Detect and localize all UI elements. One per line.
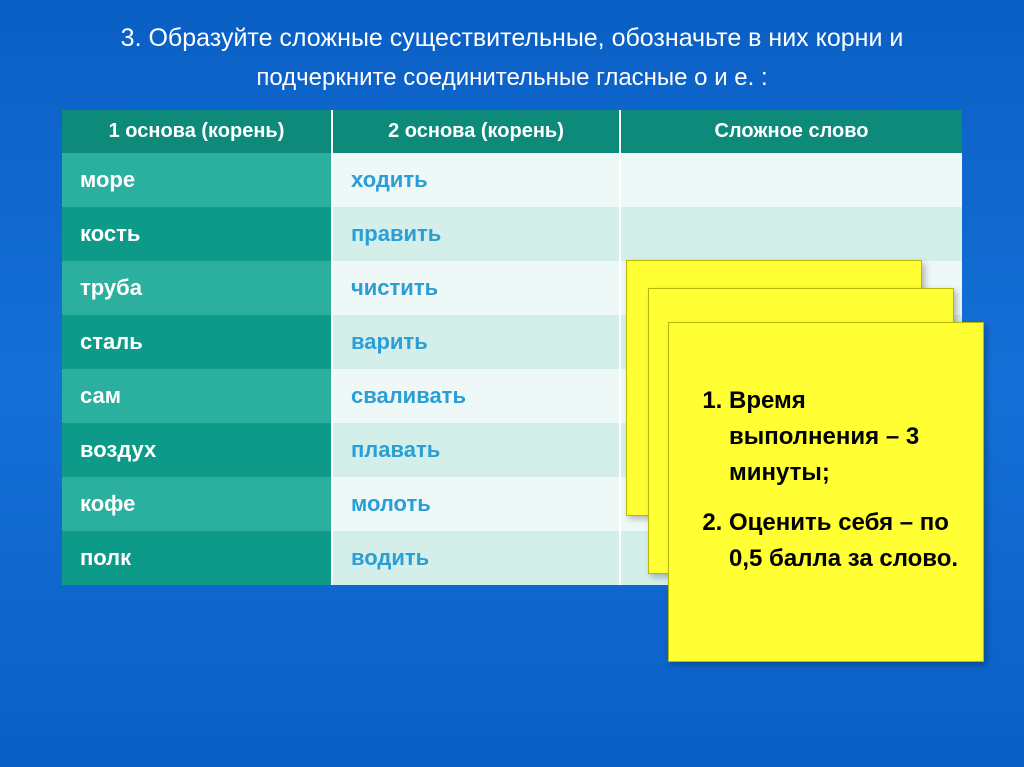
slide-title-line1: 3. Образуйте сложные существительные, об…: [0, 0, 1024, 64]
cell-compound: [620, 153, 962, 207]
cell-base2: чистить: [332, 261, 620, 315]
cell-base1: полк: [62, 531, 332, 585]
cell-base2: водить: [332, 531, 620, 585]
cell-base2: варить: [332, 315, 620, 369]
cell-base1: сам: [62, 369, 332, 423]
table-header-compound: Сложное слово: [620, 110, 962, 153]
cell-base1: сталь: [62, 315, 332, 369]
sticky-note-front: Время выполнения – 3 минуты; Оценить себ…: [668, 322, 984, 662]
cell-base2: сваливать: [332, 369, 620, 423]
note-item-time: Время выполнения – 3 минуты;: [729, 383, 961, 491]
cell-base1: кость: [62, 207, 332, 261]
cell-base1: воздух: [62, 423, 332, 477]
slide-title-line2: подчеркните соединительные гласные о и е…: [0, 64, 1024, 110]
cell-base2: молоть: [332, 477, 620, 531]
table-header-row: 1 основа (корень) 2 основа (корень) Слож…: [62, 110, 962, 153]
cell-base2: ходить: [332, 153, 620, 207]
cell-base1: море: [62, 153, 332, 207]
table-header-base2: 2 основа (корень): [332, 110, 620, 153]
cell-compound: [620, 207, 962, 261]
notes-list: Время выполнения – 3 минуты; Оценить себ…: [703, 383, 961, 577]
cell-base2: плавать: [332, 423, 620, 477]
cell-base2: править: [332, 207, 620, 261]
cell-base1: кофе: [62, 477, 332, 531]
table-header-base1: 1 основа (корень): [62, 110, 332, 153]
cell-base1: труба: [62, 261, 332, 315]
table-row: кость править: [62, 207, 962, 261]
table-row: море ходить: [62, 153, 962, 207]
note-item-score: Оценить себя – по 0,5 балла за слово.: [729, 505, 961, 577]
sticky-notes-stack: Время выполнения – 3 минуты; Оценить себ…: [626, 260, 982, 700]
